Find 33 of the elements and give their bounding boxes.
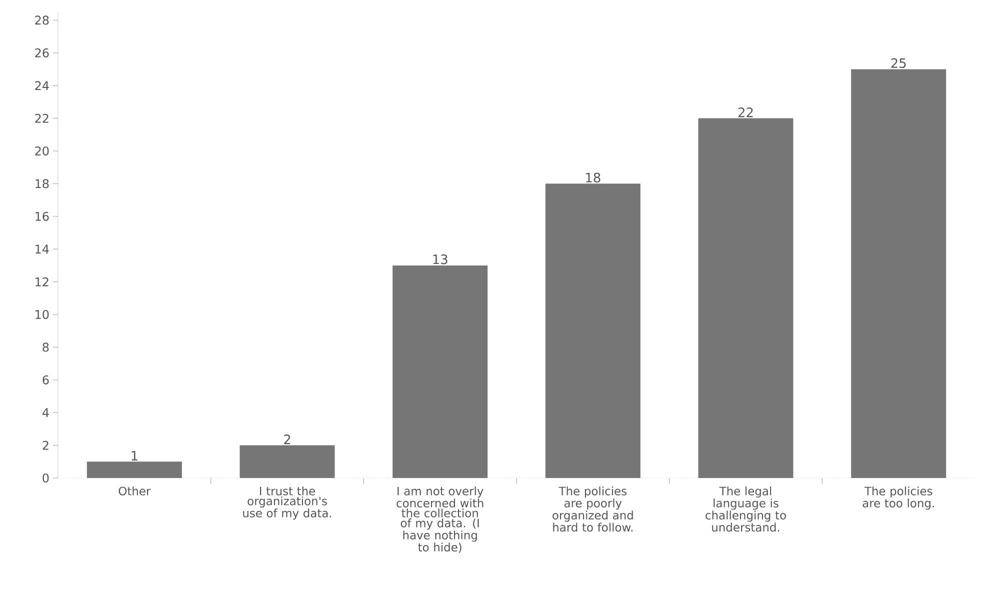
bar xyxy=(698,118,794,478)
y-tick-label: 12 xyxy=(36,277,48,286)
bar xyxy=(851,69,946,478)
bar xyxy=(392,265,488,478)
data-label: 1 xyxy=(132,451,138,460)
y-tick-label: 2 xyxy=(42,440,48,450)
y-tick-label: 8 xyxy=(42,342,49,352)
y-tick-label: 18 xyxy=(36,179,49,188)
data-label: 13 xyxy=(433,254,448,264)
y-tick-label: 0 xyxy=(42,473,49,483)
x-tick-label: The legal language is challenging to understand. xyxy=(706,486,786,532)
y-tick-label: 16 xyxy=(36,212,49,221)
y-tick-label: 26 xyxy=(35,48,49,58)
x-tick-label: The policies are too long. xyxy=(862,486,934,510)
data-label: 2 xyxy=(284,434,290,444)
y-tick-label: 6 xyxy=(42,375,49,384)
y-tick-label: 22 xyxy=(35,114,48,123)
data-label: 25 xyxy=(891,58,906,68)
bar xyxy=(240,445,335,478)
x-tick-label: Other xyxy=(118,486,151,496)
y-tick-label: 20 xyxy=(35,146,49,156)
x-tick-label: The policies are poorly organized and hard to follow. xyxy=(552,486,633,532)
y-tick-label: 10 xyxy=(36,310,49,320)
y-tick-label: 14 xyxy=(36,244,49,254)
y-tick-label: 28 xyxy=(35,16,49,25)
data-label: 22 xyxy=(738,107,753,118)
x-tick-label: I trust the organization's use of my data. xyxy=(243,486,332,520)
data-label: 18 xyxy=(586,172,600,182)
y-tick-label: 24 xyxy=(35,81,49,90)
bar xyxy=(545,184,640,478)
y-tick-label: 4 xyxy=(42,408,49,417)
x-tick-label: I am not overly concerned with the collection of my data. (I have nothing to hide) xyxy=(396,486,484,553)
bar xyxy=(86,462,182,478)
